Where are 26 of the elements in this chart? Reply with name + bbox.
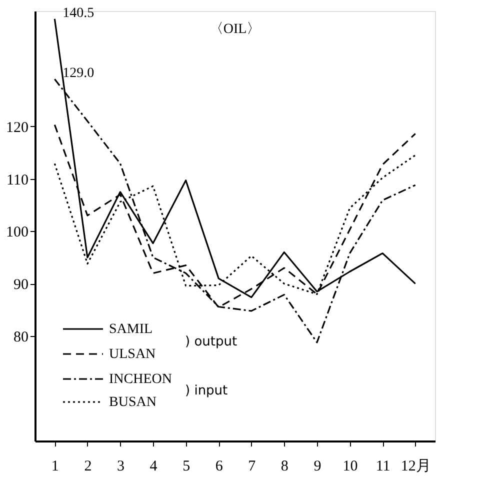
x-tick-label: 3: [116, 458, 124, 474]
y-tick-label: 100: [6, 224, 28, 241]
x-tick-label: 2: [84, 458, 92, 474]
x-tick-label: 5: [182, 458, 190, 474]
y-tick-label: 120: [6, 120, 28, 136]
legend-label: BUSAN: [109, 395, 156, 410]
x-tick-label: 4: [150, 458, 158, 474]
legend-label: ULSAN: [109, 347, 156, 362]
annotation: 140.5: [62, 6, 94, 21]
legend-label: SAMIL: [109, 322, 153, 337]
annotation: ) output: [185, 334, 238, 350]
annotation: 129.0: [62, 66, 94, 82]
x-tick-label: 7: [248, 458, 256, 474]
x-tick-label: 1: [51, 458, 59, 474]
x-tick-label: 10: [342, 458, 358, 474]
y-tick-label: 80: [14, 330, 28, 346]
x-tick-label: 8: [280, 458, 288, 474]
y-tick-label: 110: [6, 172, 28, 188]
x-tick-label: 11: [376, 458, 390, 474]
x-tick-label: 12月: [400, 458, 431, 474]
legend-label: INCHEON: [109, 372, 172, 387]
x-tick-label: 9: [314, 458, 322, 474]
y-tick-label: 90: [14, 277, 28, 294]
x-tick-label: 6: [215, 458, 224, 474]
text: 〈OIL〉: [209, 20, 261, 37]
annotation: ) input: [185, 384, 228, 398]
